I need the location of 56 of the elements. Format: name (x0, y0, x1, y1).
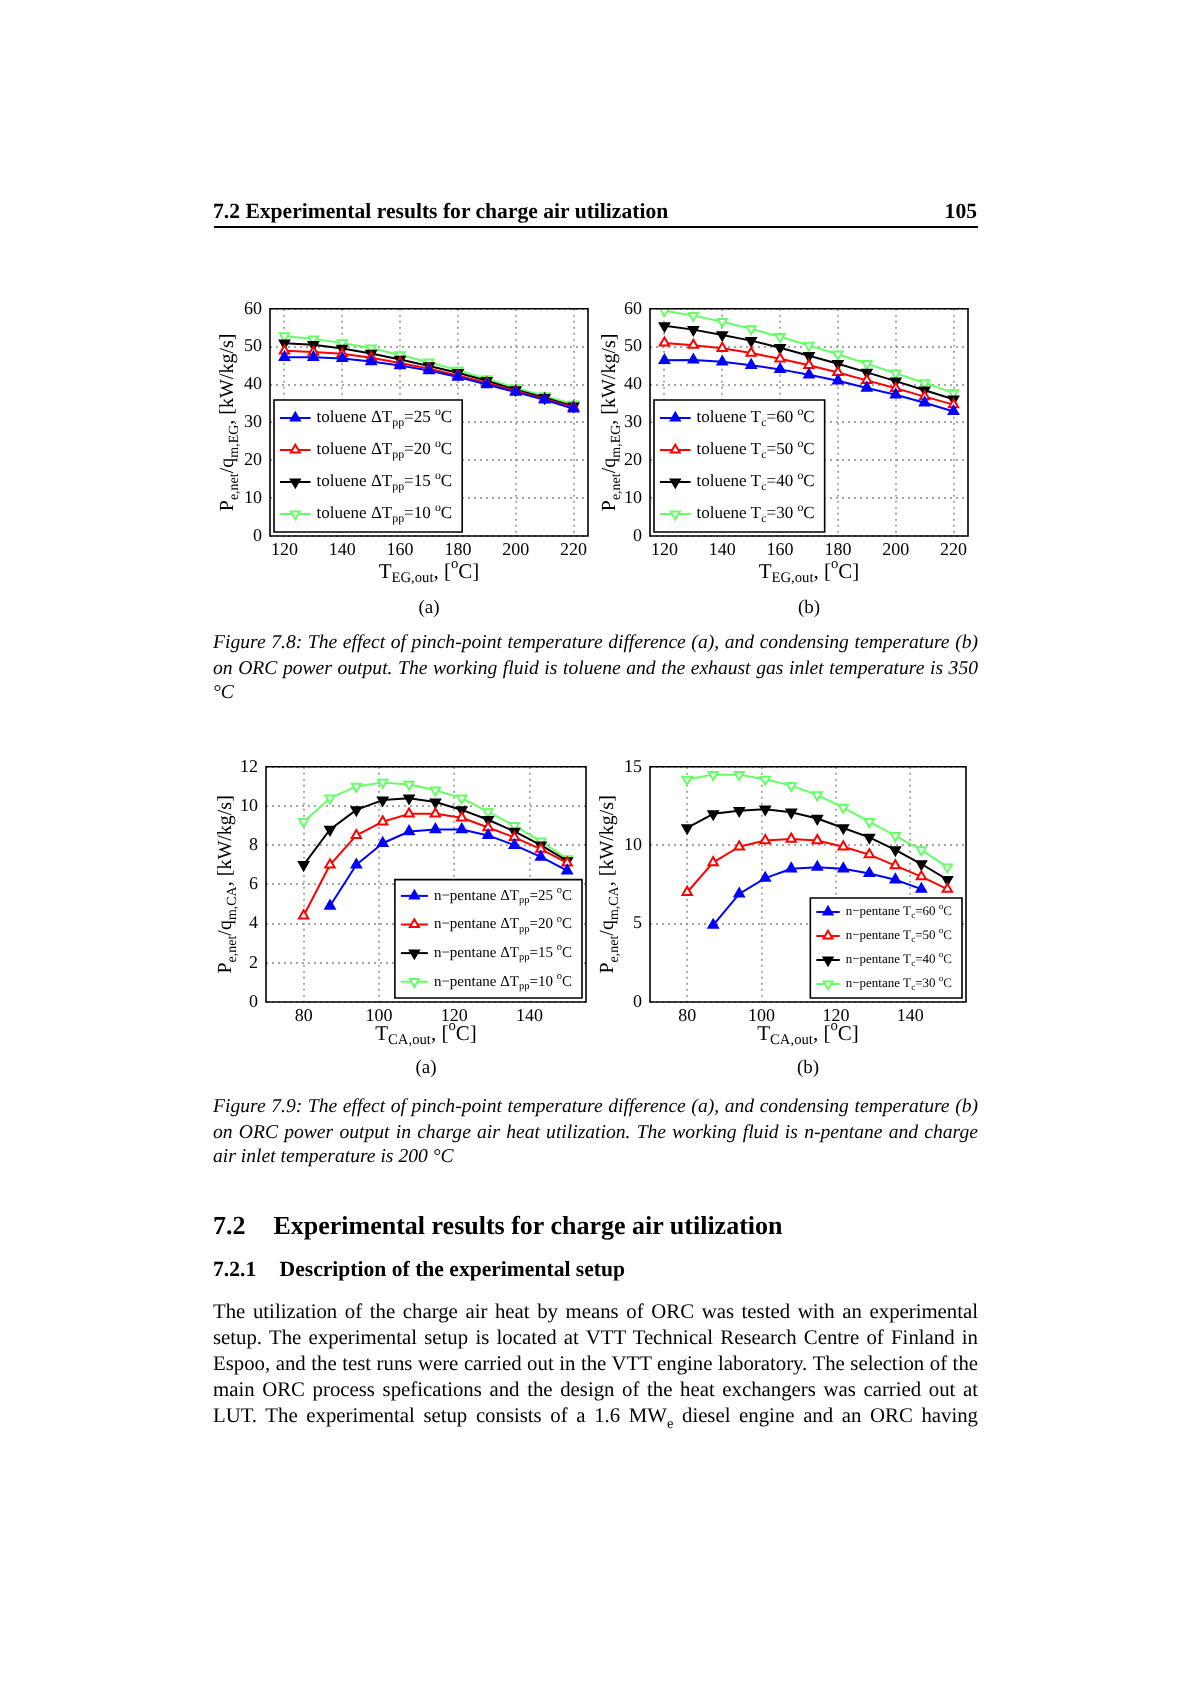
y-tick-label: 2 (249, 951, 258, 972)
text: 7.2 Experimental results for charge air utilization (213, 200, 669, 224)
text: (a) (415, 1059, 437, 1079)
text: 7.2.1 Description of the experimental setup (213, 1255, 626, 1283)
x-tick-label: 180 (824, 538, 853, 559)
x-tick-label: 120 (650, 538, 679, 559)
x-tick-label: 80 (678, 1004, 698, 1025)
x-tick-label: 180 (444, 538, 473, 559)
y-tick-label: 30 (244, 411, 263, 432)
y-tick-label: 10 (240, 794, 259, 815)
x-tick-label: 100 (365, 1004, 394, 1025)
x-tick-label: 120 (270, 538, 299, 559)
x-tick-label: 140 (328, 538, 357, 559)
x-tick-label: 140 (516, 1004, 545, 1025)
y-tick-label: 5 (633, 912, 643, 933)
text: 7.2 Experimental results for charge air utilization (213, 1207, 783, 1243)
text: The utilization of the charge air heat by means of ORC was tested with an experimental setup. The experimental setup is located at VTT Technical Research Centre of Finland in Espoo, and the test runs were carried out in the VTT engine laboratory. The selection of the main ORC process spefications and the design of the heat exchangers was carried out at LUT. The experimental setup consists of a 1.6 MW$_{e}$ diesel engine and an ORC having (213, 1299, 978, 1432)
y-tick-label: 30 (624, 411, 643, 432)
x-tick-label: 160 (766, 538, 795, 559)
x-tick-label: 80 (294, 1004, 314, 1025)
y-tick-label: 6 (249, 873, 259, 894)
y-tick-label: 40 (244, 373, 263, 394)
x-tick-label: 120 (822, 1004, 851, 1025)
y-tick-label: 50 (624, 335, 643, 356)
y-tick-label: 10 (624, 486, 643, 507)
x-tick-label: 120 (440, 1004, 469, 1025)
y-tick-label: 0 (633, 524, 643, 545)
x-tick-label: 140 (896, 1004, 925, 1025)
y-tick-label: 60 (244, 297, 263, 318)
y-tick-label: 0 (249, 990, 259, 1011)
y-tick-label: 15 (624, 755, 643, 776)
x-tick-label: 140 (708, 538, 737, 559)
x-tick-label: 100 (748, 1004, 777, 1025)
y-tick-label: 10 (244, 486, 263, 507)
y-tick-label: 20 (624, 448, 643, 469)
y-tick-label: 0 (253, 524, 263, 545)
text: (b) (796, 1059, 820, 1079)
x-tick-label: 200 (502, 538, 531, 559)
y-tick-label: 4 (249, 912, 259, 933)
text: (a) (418, 599, 440, 619)
y-tick-label: 8 (249, 833, 259, 854)
text: 105 (944, 200, 977, 224)
y-tick-label: 50 (244, 335, 263, 356)
x-tick-label: 220 (940, 538, 969, 559)
x-tick-label: 160 (386, 538, 415, 559)
text: (b) (797, 599, 821, 619)
y-tick-label: 10 (624, 833, 643, 854)
y-tick-label: 0 (633, 990, 643, 1011)
y-tick-label: 12 (240, 755, 258, 776)
x-tick-label: 220 (560, 538, 589, 559)
y-tick-label: 40 (624, 373, 643, 394)
caption: Figure 7.8: The effect of pinch-point temperature difference (a), and condensing temperature (b) on ORC power output. The working fluid is toluene and the exhaust gas inlet temperature is 350 °C (213, 632, 978, 707)
y-tick-label: 60 (624, 297, 643, 318)
caption: Figure 7.9: The effect of pinch-point temperature difference (a), and condensing temperature (b) on ORC power output in charge air heat utilization. The working fluid is n-pentane and charge air inlet temperature is 200 °C (213, 1096, 978, 1171)
y-tick-label: 20 (244, 448, 263, 469)
x-tick-label: 200 (882, 538, 911, 559)
